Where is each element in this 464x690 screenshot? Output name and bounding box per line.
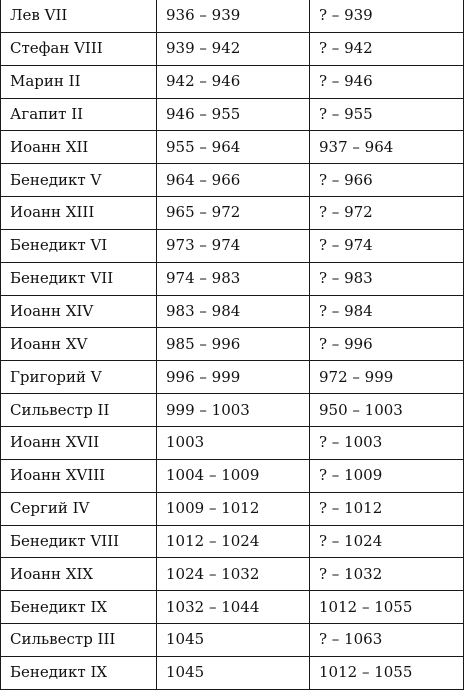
lifespan-years-cell: 972 – 999 bbox=[309, 360, 464, 395]
lifespan-years-cell: ? – 966 bbox=[309, 163, 464, 198]
pontificate-years-cell: 946 – 955 bbox=[156, 97, 310, 132]
lifespan-years-cell: ? – 1063 bbox=[309, 623, 464, 657]
pope-name-cell: Иоанн XVIII bbox=[0, 458, 157, 493]
table-row: Стефан VIII 939 – 942? – 942 bbox=[0, 31, 464, 66]
table-row: Бенедикт IX 1045 1012 – 1055 bbox=[0, 655, 464, 690]
table-row: Сергий IV 1009 – 1012? – 1012 bbox=[0, 491, 464, 526]
pope-name-cell: Сильвестр III bbox=[0, 623, 157, 657]
pontificate-years-cell: 1024 – 1032 bbox=[156, 557, 310, 592]
lifespan-years-cell: 937 – 964 bbox=[309, 130, 464, 165]
pontificate-years-cell: 974 – 983 bbox=[156, 261, 310, 296]
table-row: Иоанн XIII 965 – 972? – 972 bbox=[0, 196, 464, 230]
table-row: Иоанн XIX 1024 – 1032? – 1032 bbox=[0, 557, 464, 592]
pope-name-cell: Лев VII bbox=[0, 0, 157, 33]
pope-name-cell: Иоанн XII bbox=[0, 130, 157, 165]
pontificate-years-cell: 936 – 939 bbox=[156, 0, 310, 33]
pope-name-cell: Бенедикт IX bbox=[0, 590, 157, 625]
table-row: Агапит II 946 – 955? – 955 bbox=[0, 97, 464, 132]
pope-name-cell: Сильвестр II bbox=[0, 393, 157, 427]
lifespan-years-cell: ? – 972 bbox=[309, 196, 464, 230]
pontificate-years-cell: 1004 – 1009 bbox=[156, 458, 310, 493]
lifespan-years-cell: ? – 996 bbox=[309, 327, 464, 362]
table-row: Сильвестр II 999 – 1003 950 – 1003 bbox=[0, 393, 464, 427]
pope-name-cell: Агапит II bbox=[0, 97, 157, 132]
pontificate-years-cell: 985 – 996 bbox=[156, 327, 310, 362]
pope-name-cell: Бенедикт VI bbox=[0, 228, 157, 263]
pontificate-years-cell: 1003 bbox=[156, 425, 310, 460]
pope-name-cell: Бенедикт V bbox=[0, 163, 157, 198]
table-row: Бенедикт IX 1032 – 1044 1012 – 1055 bbox=[0, 590, 464, 625]
table-row: Иоанн XVII 1003? – 1003 bbox=[0, 425, 464, 460]
pope-name-cell: Бенедикт VII bbox=[0, 261, 157, 296]
lifespan-years-cell: ? – 939 bbox=[309, 0, 464, 33]
pontificate-years-cell: 973 – 974 bbox=[156, 228, 310, 263]
lifespan-years-cell: ? – 974 bbox=[309, 228, 464, 263]
table-row: Лев VII 936 – 939? – 939 bbox=[0, 0, 464, 33]
lifespan-years-cell: 1012 – 1055 bbox=[309, 655, 464, 690]
pontificate-years-cell: 939 – 942 bbox=[156, 31, 310, 66]
lifespan-years-cell: ? – 984 bbox=[309, 294, 464, 329]
pontificate-years-cell: 996 – 999 bbox=[156, 360, 310, 395]
lifespan-years-cell: ? – 946 bbox=[309, 64, 464, 99]
table-row: Григорий V 996 – 999 972 – 999 bbox=[0, 360, 464, 395]
pontificate-years-cell: 1045 bbox=[156, 655, 310, 690]
table-row: Сильвестр III 1045? – 1063 bbox=[0, 623, 464, 657]
pope-name-cell: Бенедикт VIII bbox=[0, 524, 157, 559]
pope-name-cell: Иоанн XVII bbox=[0, 425, 157, 460]
table-row: Бенедикт VII 974 – 983? – 983 bbox=[0, 261, 464, 296]
table-row: Бенедикт V 964 – 966? – 966 bbox=[0, 163, 464, 198]
table-row: Бенедикт VI 973 – 974? – 974 bbox=[0, 228, 464, 263]
pope-name-cell: Григорий V bbox=[0, 360, 157, 395]
table-row: Иоанн XII 955 – 964 937 – 964 bbox=[0, 130, 464, 165]
lifespan-years-cell: ? – 1003 bbox=[309, 425, 464, 460]
lifespan-years-cell: ? – 942 bbox=[309, 31, 464, 66]
lifespan-years-cell: 1012 – 1055 bbox=[309, 590, 464, 625]
lifespan-years-cell: ? – 955 bbox=[309, 97, 464, 132]
pontificate-years-cell: 1009 – 1012 bbox=[156, 491, 310, 526]
table-row: Иоанн XIV 983 – 984? – 984 bbox=[0, 294, 464, 329]
pope-name-cell: Стефан VIII bbox=[0, 31, 157, 66]
pontificate-years-cell: 965 – 972 bbox=[156, 196, 310, 230]
pope-name-cell: Иоанн XIII bbox=[0, 196, 157, 230]
pontificate-years-cell: 1045 bbox=[156, 623, 310, 657]
pontificate-years-cell: 983 – 984 bbox=[156, 294, 310, 329]
table-row: Иоанн XV 985 – 996? – 996 bbox=[0, 327, 464, 362]
table-row: Иоанн XVIII 1004 – 1009? – 1009 bbox=[0, 458, 464, 493]
pope-name-cell: Иоанн XIV bbox=[0, 294, 157, 329]
pontificate-years-cell: 964 – 966 bbox=[156, 163, 310, 198]
lifespan-years-cell: ? – 1009 bbox=[309, 458, 464, 493]
lifespan-years-cell: ? – 1032 bbox=[309, 557, 464, 592]
pontificate-years-cell: 1012 – 1024 bbox=[156, 524, 310, 559]
lifespan-years-cell: ? – 983 bbox=[309, 261, 464, 296]
pope-name-cell: Бенедикт IX bbox=[0, 655, 157, 690]
pope-name-cell: Иоанн XV bbox=[0, 327, 157, 362]
pope-name-cell: Сергий IV bbox=[0, 491, 157, 526]
lifespan-years-cell: 950 – 1003 bbox=[309, 393, 464, 427]
pontificate-years-cell: 942 – 946 bbox=[156, 64, 310, 99]
lifespan-years-cell: ? – 1012 bbox=[309, 491, 464, 526]
lifespan-years-cell: ? – 1024 bbox=[309, 524, 464, 559]
table-row: Марин II 942 – 946? – 946 bbox=[0, 64, 464, 99]
pope-name-cell: Марин II bbox=[0, 64, 157, 99]
table-row: Бенедикт VIII 1012 – 1024? – 1024 bbox=[0, 524, 464, 559]
pontificate-years-cell: 1032 – 1044 bbox=[156, 590, 310, 625]
pontificate-years-cell: 999 – 1003 bbox=[156, 393, 310, 427]
pope-name-cell: Иоанн XIX bbox=[0, 557, 157, 592]
pontificate-years-cell: 955 – 964 bbox=[156, 130, 310, 165]
